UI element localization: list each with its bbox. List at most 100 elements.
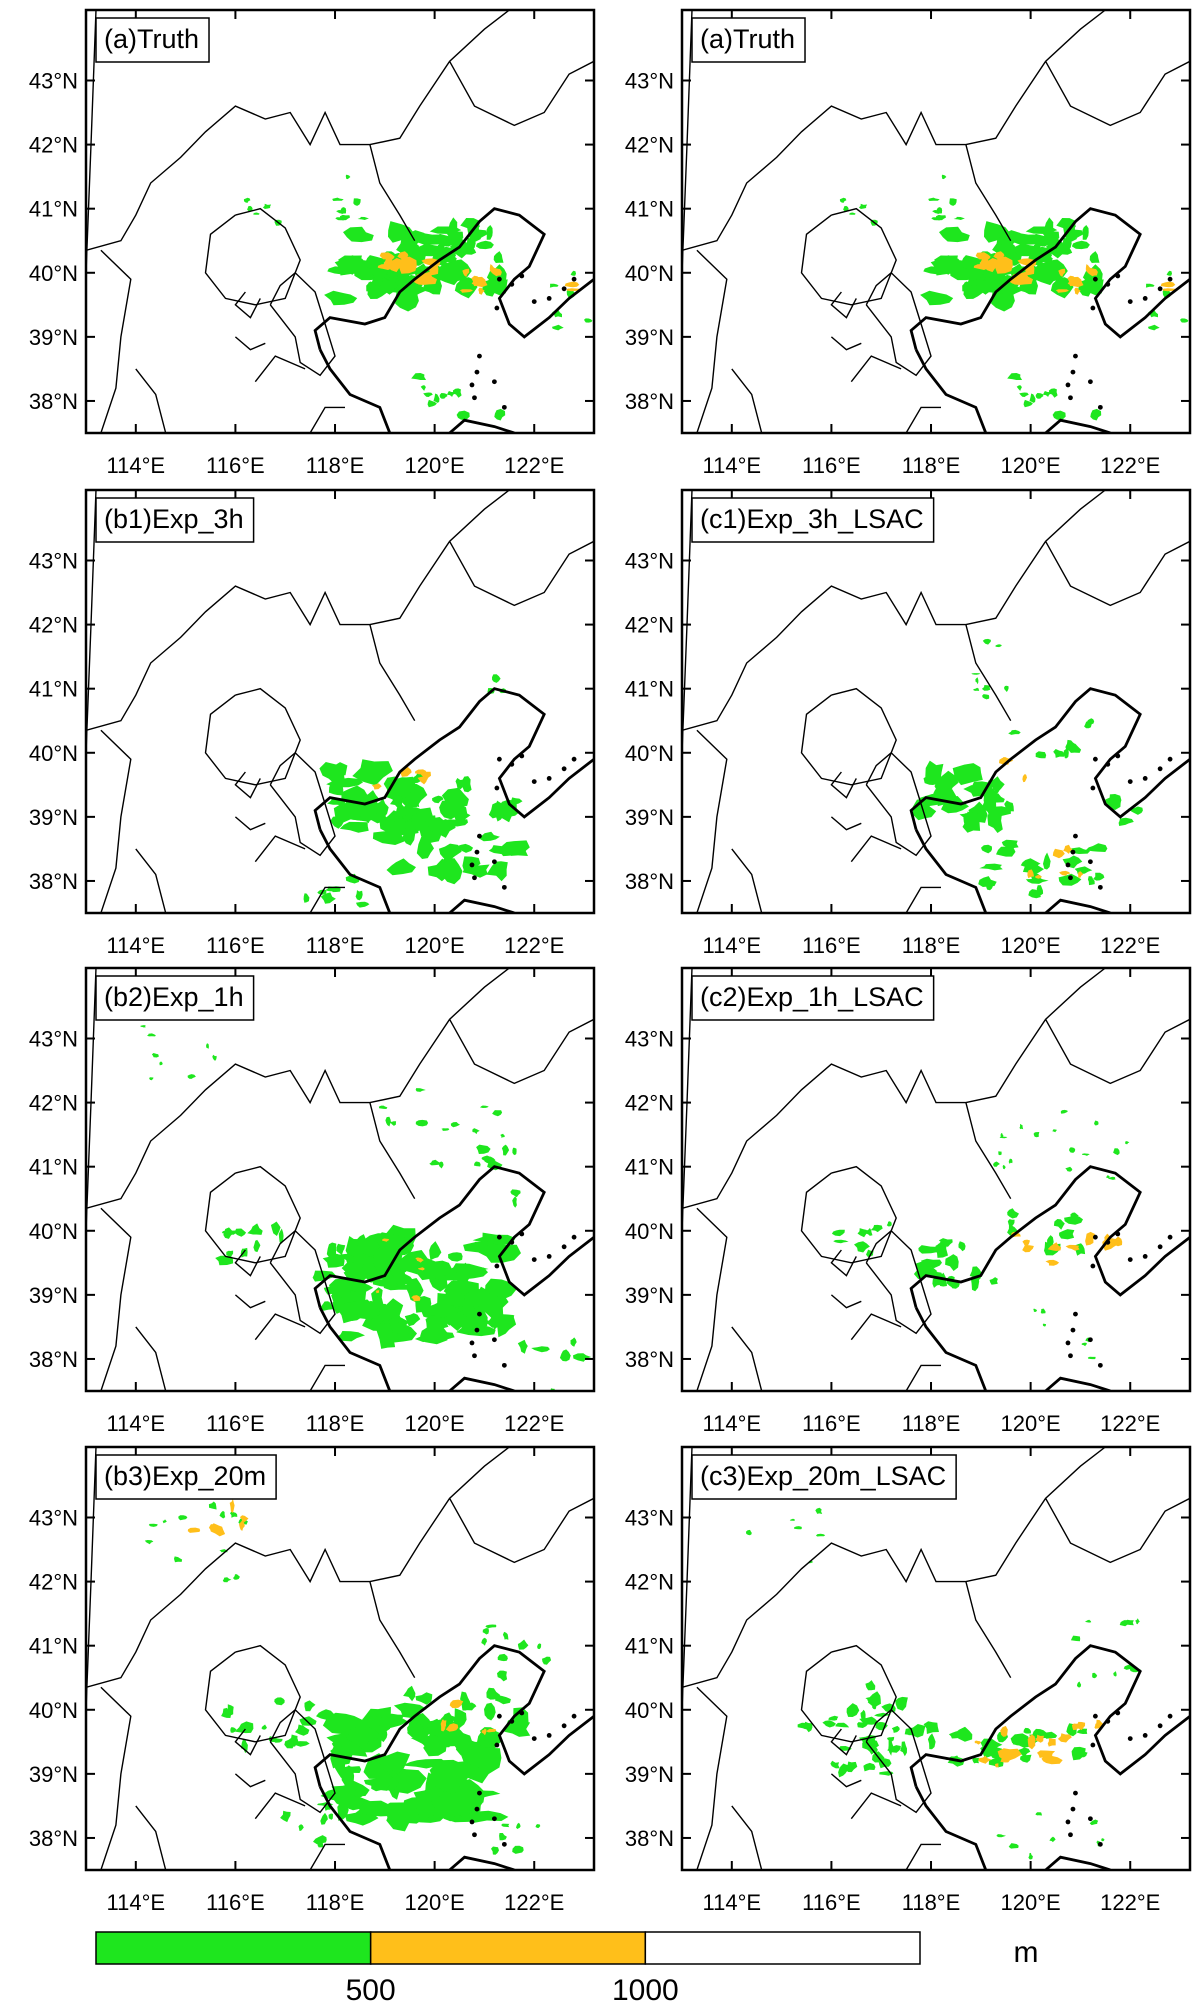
field-blob-low (512, 1147, 517, 1156)
lat-tick-label: 41°N (625, 1155, 674, 1180)
panel-background (682, 490, 1190, 913)
island-marker (571, 1234, 577, 1240)
lat-tick-label: 41°N (625, 677, 674, 702)
field-blob-low (1035, 1812, 1042, 1816)
map-panel: 43°N 42°N 41°N 40°N 39°N 38°N 114°E 116°E 118°E 1… (29, 8, 596, 478)
field-blob-low (982, 694, 990, 700)
field-blob-low (439, 393, 448, 399)
lon-tick-label: 114°E (703, 933, 762, 958)
field-blob-low (1085, 843, 1108, 852)
field-blob-low (340, 207, 347, 215)
lon-tick-label: 114°E (703, 1411, 762, 1436)
field-blob-low (355, 890, 363, 901)
field-blob-low (939, 226, 970, 243)
field-blob-low (963, 785, 1000, 797)
field-blob-low (920, 290, 954, 306)
island-marker (546, 1733, 552, 1738)
lat-tick-label: 38°N (625, 389, 674, 414)
field-blob-low (455, 778, 465, 790)
field-blob-low (1001, 839, 1019, 849)
map-panel: 43°N 42°N 41°N 40°N 39°N 38°N 114°E 116°E 118°E 1… (625, 966, 1192, 1436)
lat-tick-label: 42°N (625, 133, 674, 158)
panel-title: (b3)Exp_20m (95, 1454, 277, 1500)
field-blob-mid (1022, 1239, 1030, 1247)
field-blob-low (454, 277, 478, 299)
boundary-layer (86, 10, 594, 433)
lat-tick-label: 40°N (625, 741, 674, 766)
coastline (313, 1165, 594, 1309)
field-blob-low (375, 798, 389, 819)
province-boundary (234, 1249, 261, 1277)
field-blob-low (1087, 1356, 1096, 1360)
field-blob-low (485, 1624, 497, 1629)
field-blob-low (313, 1835, 327, 1845)
island-marker (472, 1353, 477, 1359)
field-blob-mid (239, 1520, 245, 1531)
island-marker (1097, 404, 1103, 410)
field-blob-mid (1022, 774, 1027, 783)
field-blob-mid (489, 264, 494, 271)
field-blob-low (433, 393, 440, 403)
field-blob-low (987, 809, 1003, 833)
field-layer (831, 1109, 1130, 1360)
field-blob-low (1019, 1123, 1024, 1130)
island-marker (1167, 1234, 1173, 1240)
panel-title: (b1)Exp_3h (95, 497, 255, 543)
island-marker (1127, 1257, 1133, 1263)
province-boundary (254, 835, 306, 863)
field-blob-low (405, 791, 420, 808)
field-blob-low (462, 1291, 474, 1324)
field-blob-low (448, 1252, 463, 1262)
island-marker (501, 1841, 507, 1847)
field-blob-low (1119, 1619, 1130, 1627)
panel-title: (c3)Exp_20m_LSAC (691, 1454, 957, 1500)
island-marker (1115, 753, 1121, 759)
lon-tick-label: 120°E (1001, 1411, 1061, 1436)
panel-frame (84, 1445, 596, 1872)
panel-title-text: (b2)Exp_1h (104, 982, 244, 1012)
field-blob-low (404, 1313, 421, 1327)
field-blob-low (395, 290, 419, 312)
field-blob-low (497, 1670, 508, 1682)
field-blob-low (863, 1762, 876, 1772)
field-blob-low (447, 217, 458, 241)
island-marker (1065, 382, 1071, 388)
field-blob-low (1065, 1166, 1073, 1172)
field-blob-low (337, 1301, 367, 1324)
lat-tick-label: 39°N (29, 1283, 78, 1308)
panel-title-box (691, 17, 806, 63)
island-marker (1097, 884, 1103, 890)
province-boundary (309, 406, 345, 433)
province-boundary (100, 729, 132, 913)
field-blob-low (1090, 408, 1102, 421)
lat-tick-label: 38°N (29, 1826, 78, 1851)
field-blob-mid (1074, 287, 1081, 295)
field-blob-low (888, 1739, 894, 1756)
province-boundary (696, 1686, 728, 1870)
coastline (318, 1307, 392, 1391)
field-blob-low (891, 1725, 900, 1733)
field-blob-low (1041, 1731, 1058, 1739)
field-blob-low (816, 1533, 826, 1537)
panel-title-text: (c1)Exp_3h_LSAC (700, 504, 924, 534)
colorbar-label: 500 (346, 1974, 396, 2007)
field-blob-low (491, 1846, 499, 1855)
province-boundary (269, 271, 336, 377)
field-blob-low (386, 858, 416, 876)
field-blob-low (336, 1291, 364, 1304)
lat-tick-label: 39°N (625, 1762, 674, 1787)
field-blob-low (317, 1841, 324, 1848)
field-blob-low (1092, 1672, 1098, 1679)
field-blob-low (334, 1745, 346, 1779)
province-boundary (800, 1165, 897, 1264)
field-blob-low (1053, 1219, 1065, 1230)
lon-tick-label: 120°E (1001, 1890, 1061, 1915)
province-boundary (800, 207, 897, 306)
field-blob-low (159, 1061, 163, 1066)
field-blob-low (838, 1763, 848, 1778)
field-blob-low (178, 1515, 188, 1521)
lat-tick-label: 38°N (625, 1826, 674, 1851)
lon-tick-label: 116°E (802, 1890, 861, 1915)
lat-tick-label: 43°N (29, 1027, 78, 1052)
field-blob-low (320, 1812, 328, 1825)
